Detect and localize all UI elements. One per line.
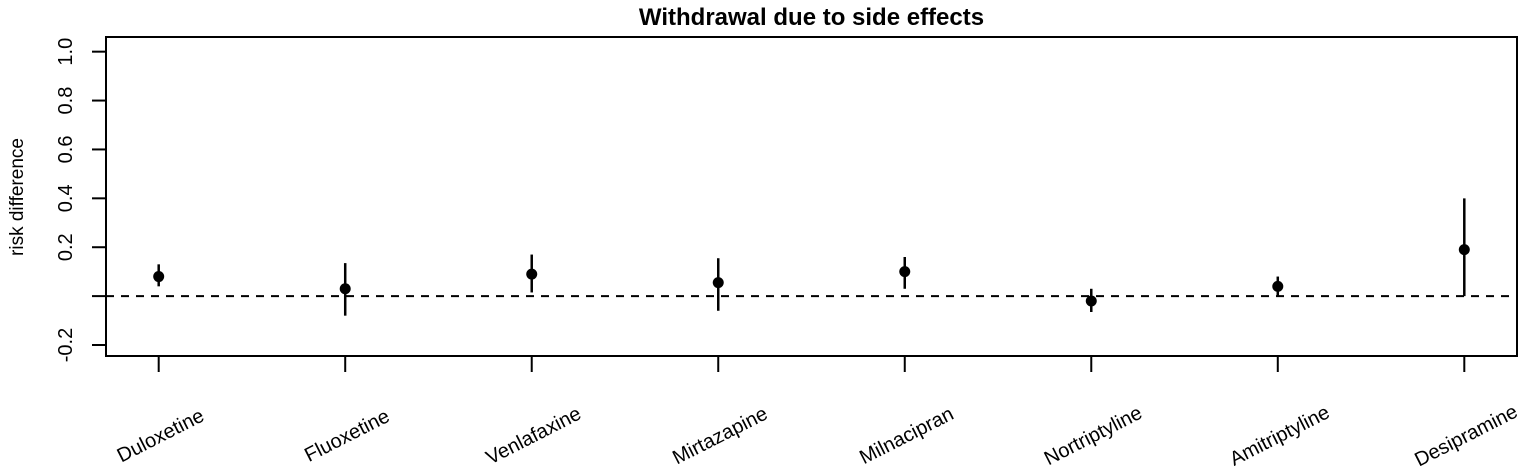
- data-point: [899, 266, 911, 278]
- data-point: [526, 268, 538, 280]
- data-point: [1458, 244, 1470, 256]
- x-tick-label: Amitriptyline: [1226, 401, 1333, 466]
- y-tick-label: 0.8: [55, 87, 77, 115]
- x-tick-label: Duloxetine: [114, 405, 208, 466]
- data-point: [1085, 295, 1097, 307]
- data-point: [153, 271, 165, 283]
- y-tick-label: -0.2: [55, 328, 77, 362]
- x-tick-label: Mirtazapine: [669, 403, 771, 466]
- data-point: [339, 283, 351, 295]
- x-tick-label: Milnacipran: [856, 403, 957, 466]
- y-tick-label: 0.6: [55, 136, 77, 164]
- x-tick-label: Nortriptyline: [1041, 402, 1146, 466]
- y-tick-label: 0.4: [55, 184, 77, 212]
- plot-border: [105, 36, 1518, 357]
- y-tick-label: 1.0: [55, 38, 77, 66]
- x-tick-label: Desipramine: [1411, 401, 1521, 466]
- x-tick-label: Fluoxetine: [301, 405, 393, 466]
- data-point: [1272, 280, 1284, 292]
- chart-title: Withdrawal due to side effects: [638, 4, 985, 31]
- data-point: [712, 277, 724, 289]
- x-tick-label: Venlafaxine: [483, 403, 585, 466]
- y-tick-label: 0.2: [55, 233, 77, 261]
